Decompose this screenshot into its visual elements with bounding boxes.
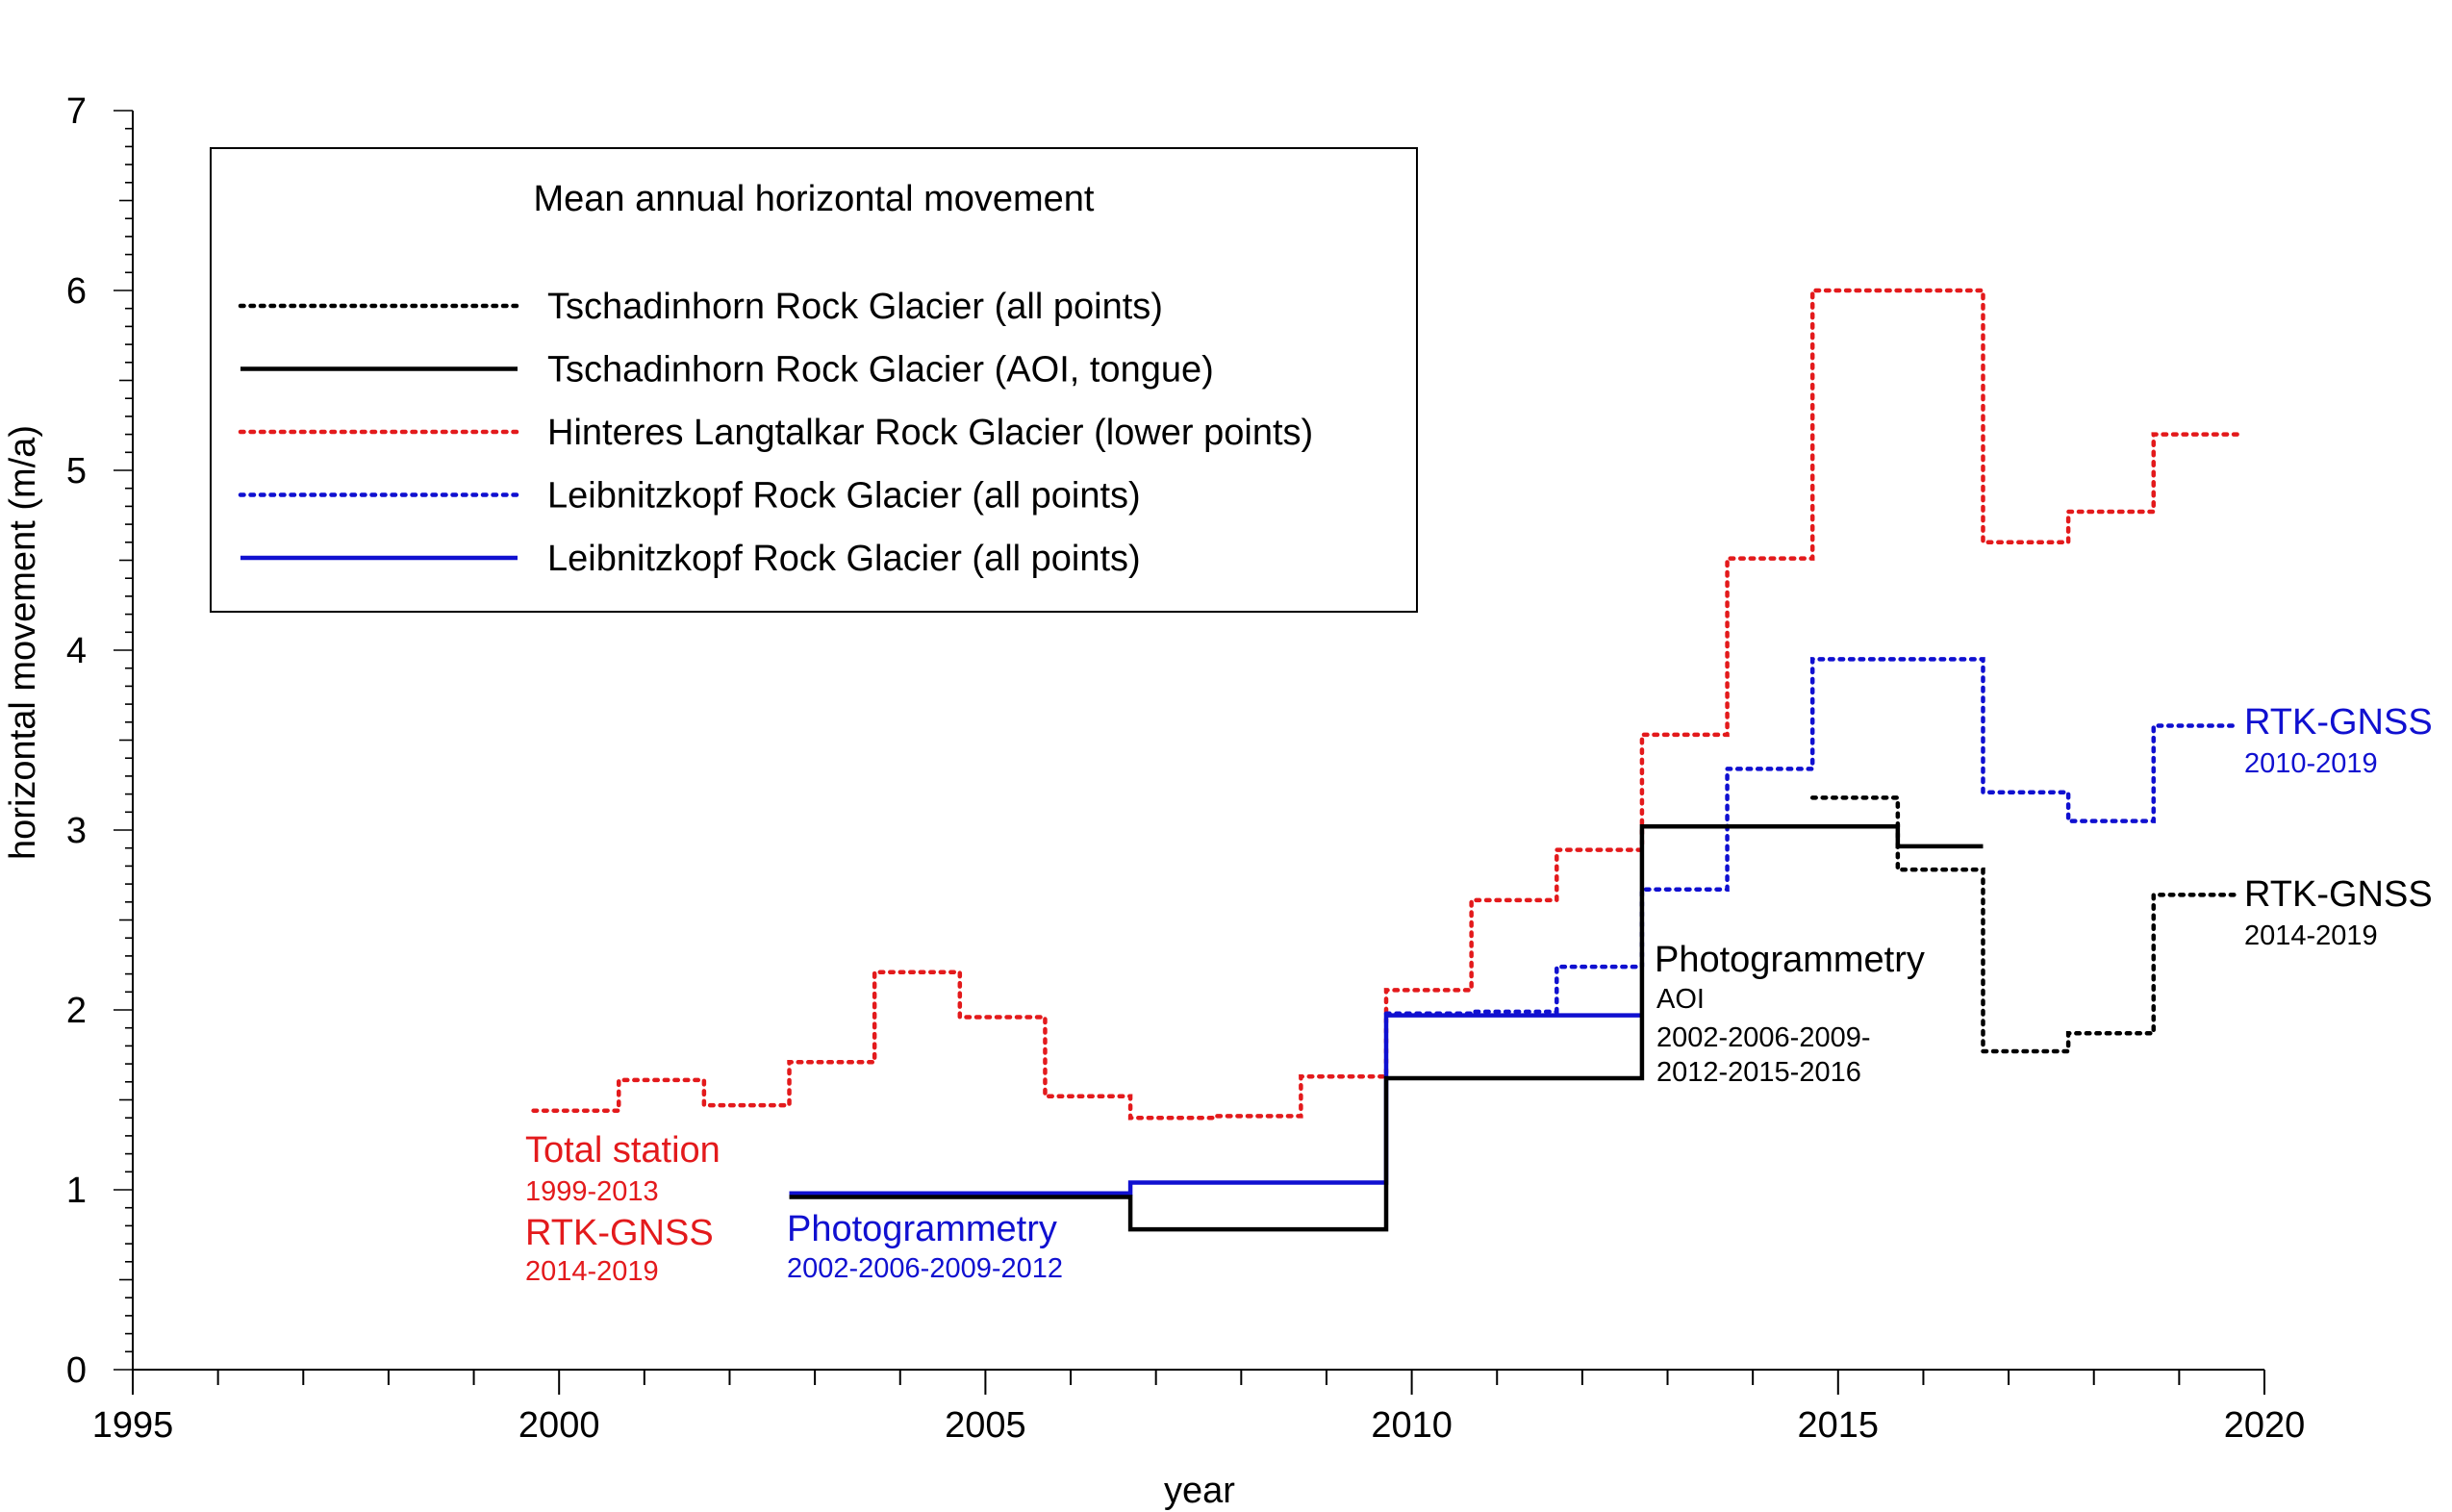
axes: 1995 2000 2005 2010 2015 2020 0 1 2 3 4 5 6 7 — [66, 91, 2305, 1446]
series-line-1 — [1383, 657, 2241, 1016]
annotation-total-station-years: 1999-2013 — [525, 1176, 659, 1207]
annotation-rtk-gnss-blue: RTK-GNSS — [2244, 702, 2433, 743]
x-tick-label: 2015 — [1798, 1405, 1880, 1446]
annotation-rtk-gnss-red-years: 2014-2019 — [525, 1256, 659, 1287]
annotation-photogrammetry-blue: Photogrammetry — [787, 1209, 1057, 1249]
y-tick-label: 2 — [66, 991, 87, 1031]
y-tick-label: 4 — [66, 631, 87, 671]
annotation-total-station: Total station — [525, 1130, 720, 1171]
y-tick-label: 1 — [66, 1171, 87, 1211]
series-line-3 — [789, 1013, 1642, 1196]
legend-title: Mean annual horizontal movement — [533, 179, 1094, 219]
x-axis-label: year — [1164, 1471, 1235, 1511]
series-line-0 — [531, 288, 2241, 1121]
y-axis-label: horizontal movement (m/a) — [3, 425, 43, 860]
series-line-2 — [1809, 795, 2241, 1054]
annotation-rtk-gnss-red: RTK-GNSS — [525, 1213, 714, 1253]
legend-entry-label: Hinteres Langtalkar Rock Glacier (lower … — [547, 413, 1313, 453]
annotation-photogrammetry-black-years-2: 2012-2015-2016 — [1656, 1057, 1861, 1088]
series-layer — [531, 288, 2241, 1232]
legend: Mean annual horizontal movement Tschadin… — [210, 147, 1418, 613]
y-tick-label: 7 — [66, 91, 87, 132]
annotation-photogrammetry-black-years-1: 2002-2006-2009- — [1656, 1022, 1871, 1053]
y-tick-label: 3 — [66, 811, 87, 851]
y-tick-label: 0 — [66, 1350, 87, 1391]
legend-entries: Tschadinhorn Rock Glacier (all points) Ts… — [238, 287, 1313, 579]
x-tick-label: 2020 — [2224, 1405, 2306, 1446]
legend-entry-label: Tschadinhorn Rock Glacier (all points) — [547, 287, 1163, 327]
legend-entry-label: Tschadinhorn Rock Glacier (AOI, tongue) — [547, 350, 1214, 391]
y-tick-label: 6 — [66, 271, 87, 312]
annotation-rtk-gnss-black-years: 2014-2019 — [2244, 920, 2378, 951]
annotations: Total station 1999-2013 RTK-GNSS 2014-20… — [525, 702, 2433, 1287]
legend-box — [210, 147, 1418, 613]
annotation-rtk-gnss-blue-years: 2010-2019 — [2244, 748, 2378, 779]
legend-entry-label: Leibnitzkopf Rock Glacier (all points) — [547, 539, 1141, 579]
annotation-rtk-gnss-black: RTK-GNSS — [2244, 874, 2433, 915]
series-line-4 — [789, 824, 1984, 1232]
legend-entry-label: Leibnitzkopf Rock Glacier (all points) — [547, 476, 1141, 517]
annotation-photogrammetry-black-aoi: AOI — [1656, 984, 1705, 1015]
x-tick-label: 2010 — [1371, 1405, 1453, 1446]
x-tick-label: 2005 — [945, 1405, 1026, 1446]
x-tick-label: 2000 — [518, 1405, 600, 1446]
y-tick-label: 5 — [66, 451, 87, 491]
annotation-photogrammetry-black: Photogrammetry — [1655, 940, 1925, 980]
annotation-photogrammetry-blue-years: 2002-2006-2009-2012 — [787, 1253, 1063, 1284]
x-tick-label: 1995 — [92, 1405, 174, 1446]
